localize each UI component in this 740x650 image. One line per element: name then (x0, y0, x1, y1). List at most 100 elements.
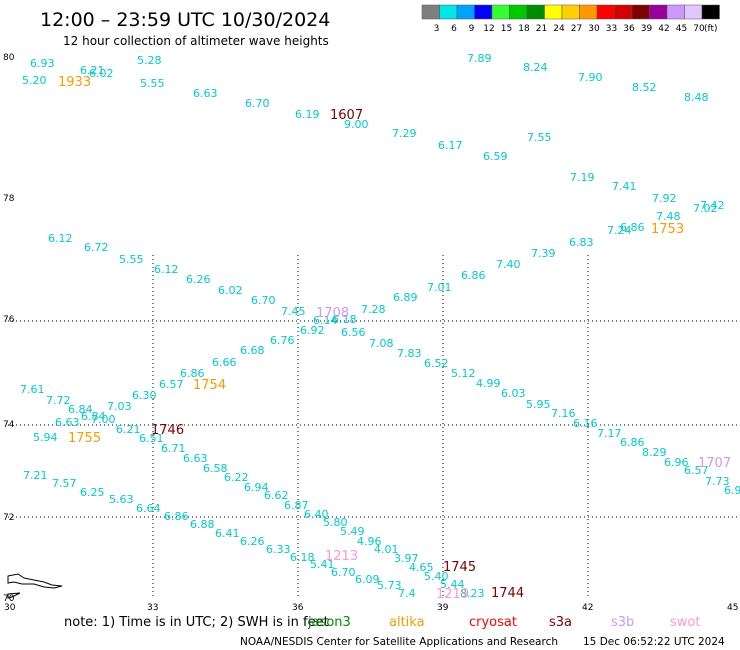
swh-value: 7.57 (52, 477, 77, 490)
swh-value: 6.57 (684, 464, 709, 477)
swh-value: 7.48 (656, 210, 681, 223)
swh-value: 7.00 (91, 413, 116, 426)
swh-value: 7.45 (281, 305, 306, 318)
swh-value: 6.22 (224, 471, 249, 484)
swh-value: 5.12 (451, 367, 476, 380)
swh-value: 6.83 (569, 236, 594, 249)
page-subtitle: 12 hour collection of altimeter wave hei… (63, 34, 329, 48)
color-swatch (701, 4, 720, 20)
swh-value: 6.86 (620, 221, 645, 234)
swh-value: 6.02 (89, 67, 114, 80)
swh-value: 6.71 (161, 442, 186, 455)
swh-value: 7.29 (392, 127, 417, 140)
swh-value: 8.24 (523, 61, 548, 74)
swh-value: 7.19 (570, 171, 595, 184)
swh-value: 6.70 (245, 97, 270, 110)
swh-value: 6.18 (332, 313, 357, 326)
color-scale-label: 24 (553, 24, 565, 34)
swh-value: 5.55 (140, 77, 165, 90)
swh-value: 7.92 (652, 192, 677, 205)
satellite-legend: jason3 altika cryosat s3a s3b swot (307, 615, 700, 630)
swh-value: 6.56 (341, 326, 366, 339)
color-swatch (491, 4, 510, 20)
swh-value: 6.63 (55, 416, 80, 429)
color-swatch (421, 4, 440, 20)
swh-value: 6.40 (304, 508, 329, 521)
lat-label-76: 76 (3, 315, 15, 325)
swh-value: 6.87 (284, 499, 309, 512)
color-scale-unit: (ft) (704, 24, 718, 34)
swh-value: 5.49 (340, 525, 365, 538)
swh-value: 3.97 (394, 552, 419, 565)
swh-value: 6.14 (313, 314, 338, 327)
swh-value: 8.29 (642, 446, 667, 459)
swh-value: 4.99 (476, 377, 501, 390)
swh-value: 6.84 (81, 410, 106, 423)
swh-value: 6.57 (159, 378, 184, 391)
lat-label-78: 78 (3, 194, 15, 204)
satellite-name: s3a (549, 615, 572, 630)
swh-value: 7.39 (531, 247, 556, 260)
swh-value: 6.58 (203, 462, 228, 475)
pass-time-label: 1755 (68, 431, 101, 446)
swh-value: 7.4 (398, 587, 416, 600)
swh-value: 6.52 (424, 357, 449, 370)
color-scale-label: 12 (483, 24, 494, 34)
swh-value: 7.73 (705, 475, 730, 488)
swh-value: 6.64 (136, 502, 161, 515)
lon-label-30: 30 (4, 603, 16, 613)
pass-time-label: 1933 (58, 75, 91, 90)
swh-value: 6.76 (270, 334, 295, 347)
swh-value: 6.96 (664, 456, 689, 469)
swh-value: 7.02 (693, 202, 718, 215)
swh-value: 9.00 (344, 118, 369, 131)
swh-value: 5.63 (109, 493, 134, 506)
color-scale-label: 42 (658, 24, 669, 34)
swh-value: 7.72 (46, 394, 71, 407)
swh-value: 5.28 (137, 54, 162, 67)
lon-label-45: 45 (727, 603, 738, 613)
swh-value: 6.86 (164, 510, 189, 523)
swh-value: 5.95 (526, 398, 551, 411)
swh-value: 6.21 (80, 64, 105, 77)
land-outline (7, 573, 63, 599)
swh-value: 6.18 (290, 551, 315, 564)
satellite-name: jason3 (307, 615, 351, 630)
color-swatch (684, 4, 703, 20)
swh-value: 6.41 (215, 527, 240, 540)
swh-value: 7.83 (397, 347, 422, 360)
swh-value: 7.28 (361, 303, 386, 316)
swh-value: 8.48 (684, 91, 709, 104)
satellite-name: altika (389, 615, 425, 630)
swh-value: 7.24 (607, 224, 632, 237)
pass-time-labels: 1933 1607 1708 1754 1746 1755 1753 1707 1213 1745… (58, 75, 731, 602)
pass-time-label: 1708 (316, 306, 349, 321)
swh-value: 5.73 (377, 579, 402, 592)
swh-value: 4.01 (374, 543, 399, 556)
swh-value: 4.96 (357, 535, 382, 548)
swh-value: 8.52 (632, 81, 657, 94)
swh-value: 6.86 (461, 269, 486, 282)
lat-label-70: 70 (3, 594, 15, 604)
swh-value: 6.26 (240, 535, 265, 548)
color-scale-label: 27 (571, 24, 582, 34)
swh-value: 6.25 (80, 486, 105, 499)
swh-value: 6.02 (218, 284, 243, 297)
swh-value: 6.12 (48, 232, 73, 245)
swh-value: 5.55 (119, 253, 144, 266)
swh-value: 6.03 (501, 387, 526, 400)
color-scale-label: 21 (536, 24, 547, 34)
color-scale-label: 36 (623, 24, 635, 34)
color-scale-label: 70 (693, 24, 705, 34)
swh-value: 6.70 (251, 294, 276, 307)
swh-value: 6.68 (240, 344, 265, 357)
color-swatch (544, 4, 563, 20)
pass-time-label: 1753 (651, 222, 684, 237)
page-title: 12:00 – 23:59 UTC 10/30/2024 (40, 9, 330, 31)
swh-value: 6.62 (264, 489, 289, 502)
swh-value: 5.41 (310, 558, 335, 571)
color-swatch (456, 4, 475, 20)
color-scale-legend: 3 6 9 12 15 18 21 24 27 30 33 36 39 42 45 70 (ft) (421, 4, 720, 34)
color-scale-label: 15 (501, 24, 512, 34)
